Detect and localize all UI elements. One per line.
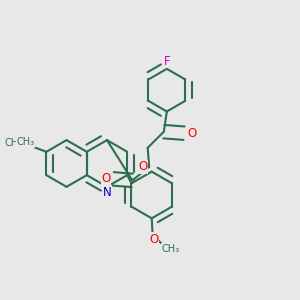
Text: CH₃: CH₃ [16, 137, 34, 147]
Text: CH₃: CH₃ [4, 138, 22, 148]
Text: N: N [103, 186, 111, 199]
Text: O: O [187, 127, 196, 140]
Text: O: O [149, 232, 159, 246]
Text: F: F [164, 55, 170, 68]
Text: O: O [138, 160, 147, 173]
Text: CH₃: CH₃ [162, 244, 180, 254]
Text: O: O [101, 172, 110, 185]
